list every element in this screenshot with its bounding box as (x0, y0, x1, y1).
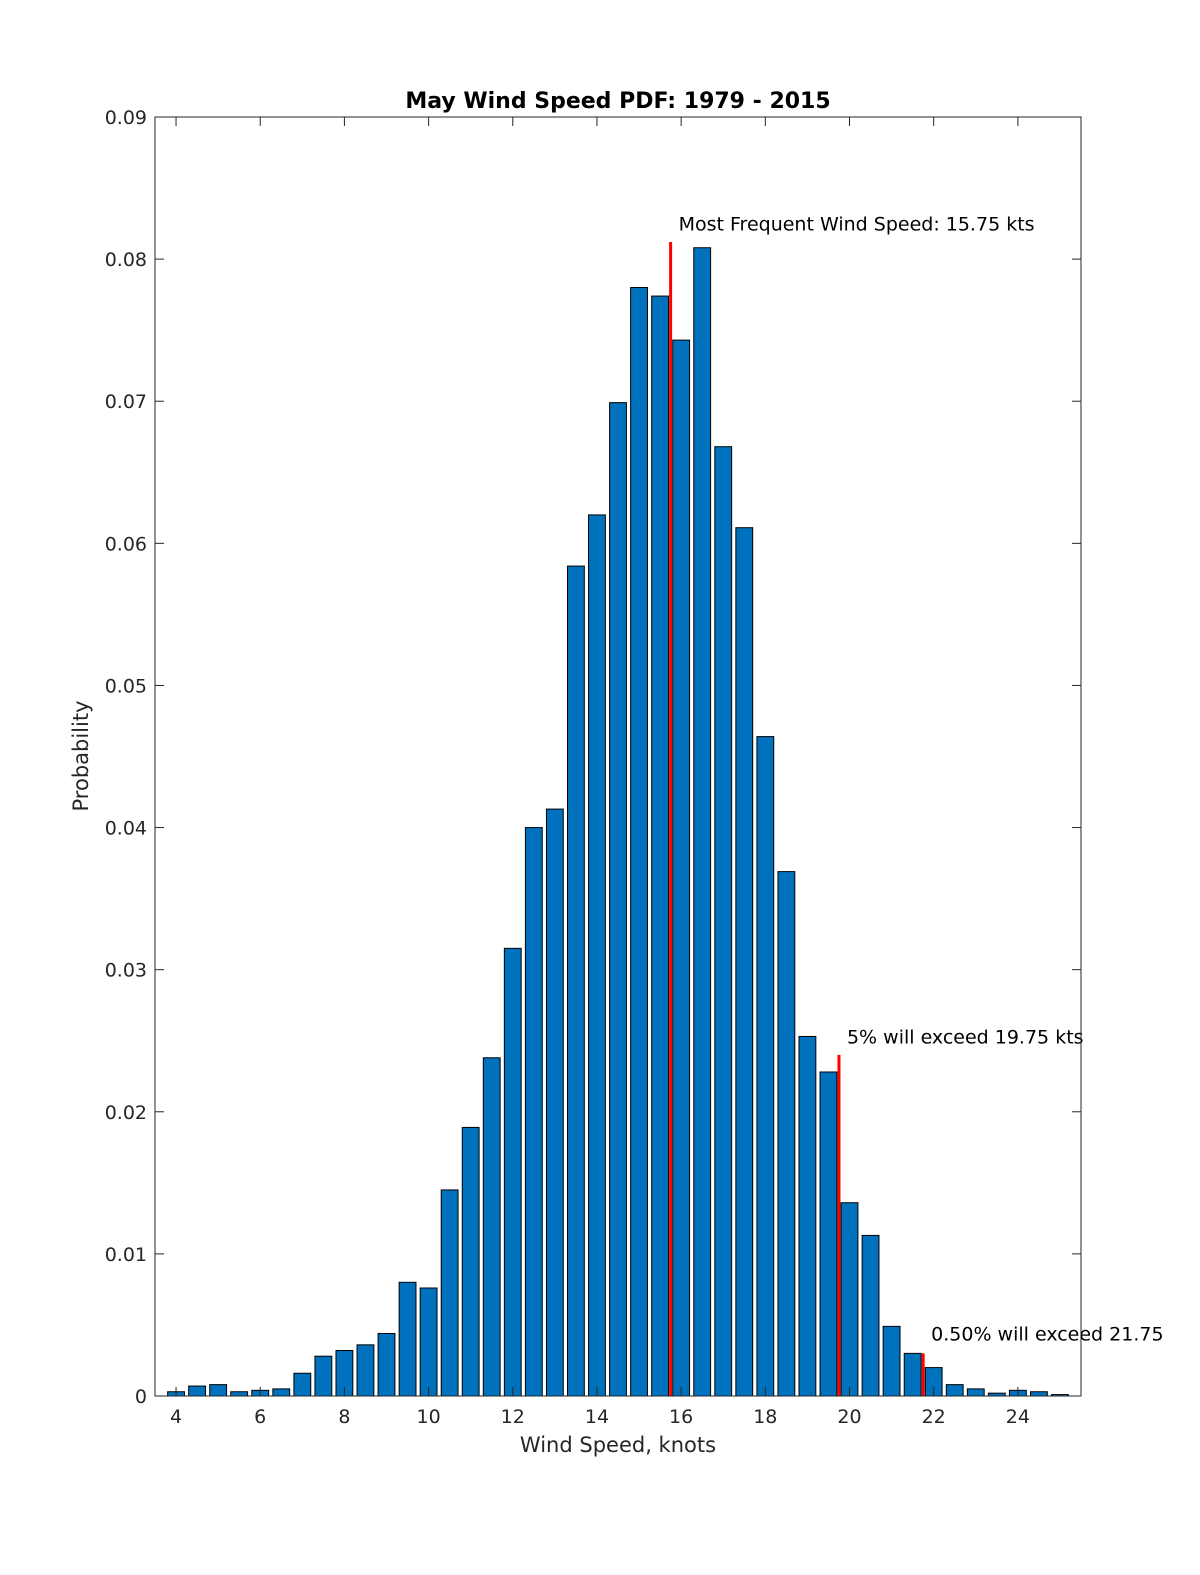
bar (693, 247, 712, 1397)
bar (188, 1385, 207, 1397)
bar (609, 402, 627, 1397)
bar (356, 1344, 375, 1397)
bar (672, 339, 691, 1397)
bar (461, 1126, 480, 1397)
y-tick-label: 0.01 (105, 1244, 147, 1266)
x-tick-label: 8 (338, 1406, 350, 1428)
bar (735, 527, 754, 1397)
x-axis-label: Wind Speed, knots (520, 1433, 716, 1457)
bar (503, 947, 522, 1397)
bar (630, 287, 648, 1397)
bar (756, 736, 775, 1397)
y-tick-label: 0.06 (105, 533, 147, 555)
x-tick-label: 14 (585, 1406, 609, 1428)
threshold-annotation: 0.50% will exceed 21.75 (931, 1324, 1163, 1346)
x-tick-label: 12 (501, 1406, 525, 1428)
bar (861, 1234, 880, 1397)
bar (293, 1372, 312, 1397)
x-axis-ticks: 4 6 8 10 12 14 16 18 20 22 24 (170, 117, 1030, 1428)
bar (419, 1287, 438, 1397)
bar (377, 1332, 396, 1397)
y-axis-ticks: 0 0.01 0.02 0.03 0.04 0.05 0.06 0.07 0.08 0.09 (105, 107, 1081, 1408)
bar (524, 827, 543, 1397)
bar (945, 1384, 964, 1397)
bars-group (167, 247, 1069, 1397)
axes-box (154, 116, 1082, 1397)
bar (588, 514, 606, 1397)
y-tick-label: 0.02 (105, 1102, 147, 1124)
bar (966, 1388, 985, 1397)
x-tick-label: 24 (1006, 1406, 1030, 1428)
y-tick-label: 0 (135, 1386, 147, 1408)
bar (398, 1281, 417, 1397)
bar (545, 808, 564, 1397)
y-tick-label: 0.09 (105, 107, 147, 129)
bar (272, 1388, 291, 1397)
x-tick-label: 4 (170, 1406, 182, 1428)
x-tick-label: 18 (753, 1406, 777, 1428)
x-tick-label: 22 (922, 1406, 946, 1428)
x-tick-label: 16 (669, 1406, 693, 1428)
bar (777, 871, 796, 1397)
bar (714, 446, 733, 1397)
y-axis-label: Probability (69, 700, 93, 811)
bar (230, 1391, 249, 1397)
bar (882, 1325, 901, 1397)
bar (651, 295, 670, 1397)
threshold-annotation: Most Frequent Wind Speed: 15.75 kts (679, 214, 1035, 236)
x-tick-label: 20 (837, 1406, 861, 1428)
markers-group: Most Frequent Wind Speed: 15.75 kts 5% wi… (669, 214, 1164, 1396)
y-tick-label: 0.03 (105, 960, 147, 982)
y-tick-label: 0.05 (105, 675, 147, 697)
bar (314, 1355, 333, 1397)
y-tick-label: 0.04 (105, 818, 147, 840)
bar (482, 1057, 501, 1397)
chart-title: May Wind Speed PDF: 1979 - 2015 (405, 89, 830, 114)
bar (903, 1352, 922, 1397)
bar (1029, 1391, 1048, 1397)
bar (840, 1202, 859, 1397)
bar (798, 1035, 817, 1397)
bar (566, 565, 585, 1397)
bar (209, 1384, 228, 1397)
x-tick-label: 10 (416, 1406, 440, 1428)
axes-frame (154, 116, 1082, 1397)
y-tick-label: 0.07 (105, 391, 147, 413)
bar (440, 1189, 459, 1397)
y-tick-label: 0.08 (105, 249, 147, 271)
threshold-annotation: 5% will exceed 19.75 kts (847, 1027, 1084, 1049)
x-tick-label: 6 (254, 1406, 266, 1428)
bar (819, 1071, 838, 1397)
